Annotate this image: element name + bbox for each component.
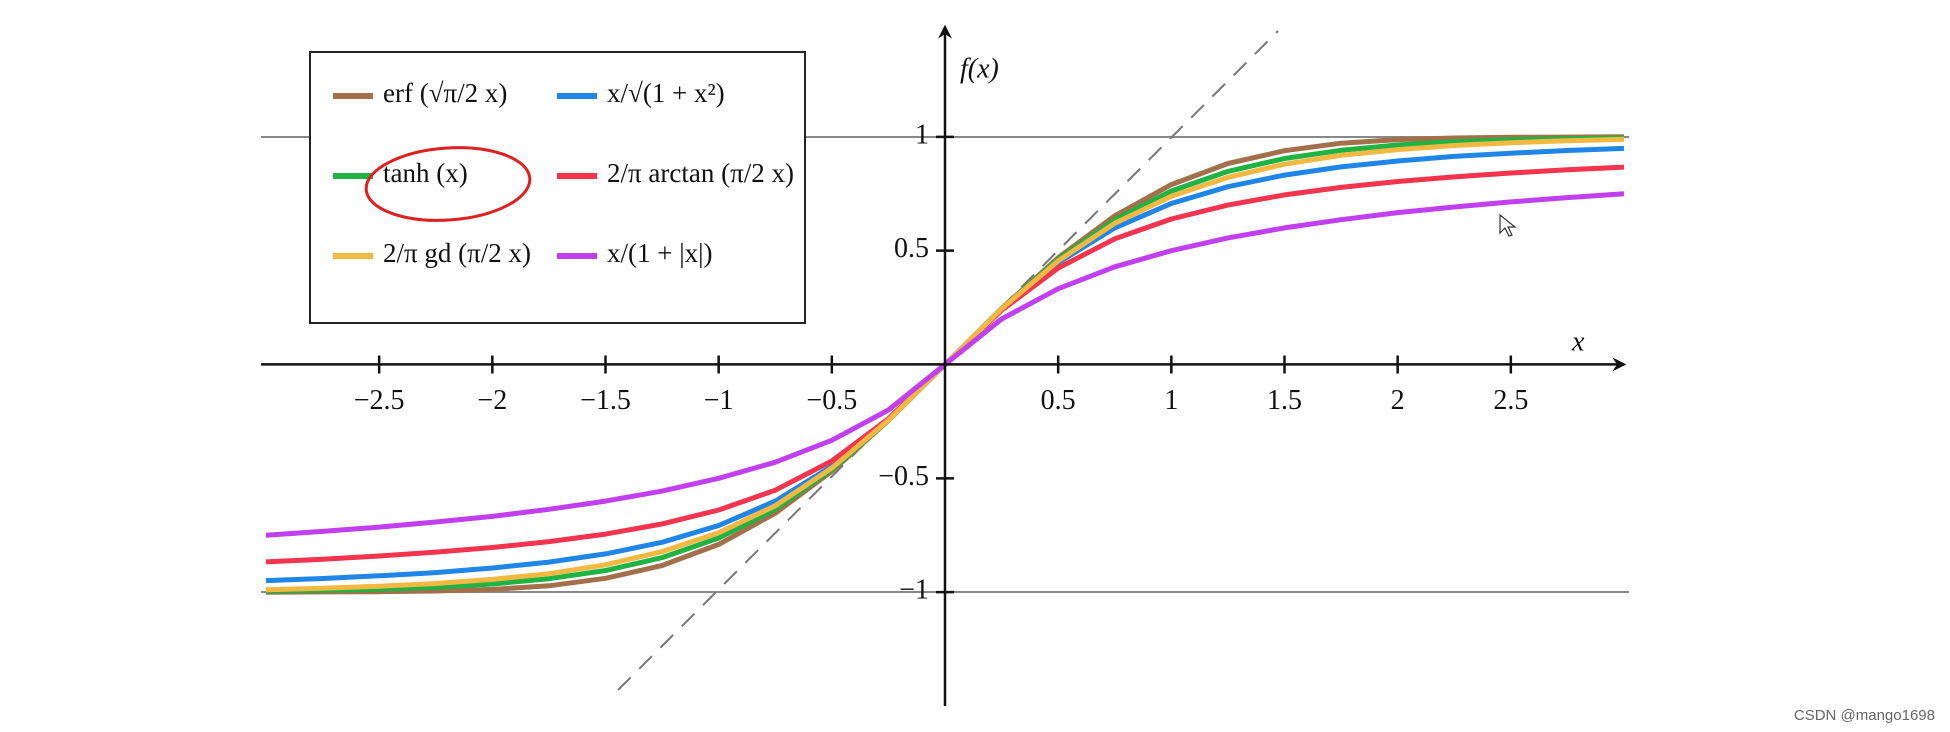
- x-tick-label: −1.5: [580, 385, 631, 416]
- y-axis-label: f(x): [960, 53, 999, 84]
- legend-label: 2/π arctan (π/2 x): [607, 158, 794, 188]
- x-tick-label: 1.5: [1267, 385, 1302, 416]
- y-tick-label: −0.5: [878, 461, 929, 492]
- y-tick-label: 0.5: [894, 233, 929, 264]
- cursor: [1499, 213, 1517, 237]
- watermark: CSDN @mango1698: [1794, 707, 1935, 724]
- annotation-circle: [364, 146, 532, 222]
- y-tick-label: 1: [915, 119, 929, 150]
- legend-label: x/√(1 + x²): [607, 78, 725, 108]
- x-tick-label: −2: [477, 385, 507, 416]
- x-tick-label: −1: [704, 385, 734, 416]
- x-tick-label: −0.5: [806, 385, 857, 416]
- legend-label: tanh (x): [383, 158, 468, 188]
- legend-label: 2/π gd (π/2 x): [383, 238, 531, 268]
- x-tick-label: −2.5: [354, 385, 405, 416]
- x-tick-label: 2: [1391, 385, 1405, 416]
- y-tick-label: −1: [899, 575, 929, 606]
- legend-label: erf (√π/2 x): [383, 78, 507, 108]
- x-tick-label: 0.5: [1041, 385, 1076, 416]
- x-tick-label: 2.5: [1493, 385, 1528, 416]
- x-axis-label: x: [1571, 326, 1585, 357]
- x-tick-label: 1: [1164, 385, 1178, 416]
- legend-label: x/(1 + |x|): [607, 238, 713, 268]
